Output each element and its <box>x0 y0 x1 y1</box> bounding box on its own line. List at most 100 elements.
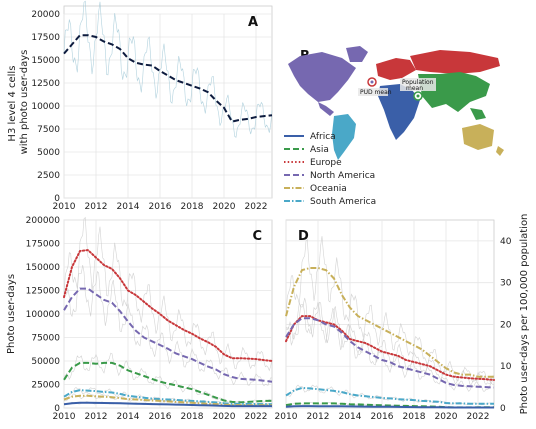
y-tick-label: 2500 <box>37 171 60 181</box>
x-tick-label: 2020 <box>435 412 458 422</box>
panel-a: 2010 2012 2014 2016 2018 2020 2022 0 2500 5000 750… <box>7 0 273 212</box>
map-europe <box>376 58 416 80</box>
x-tick-label: 2018 <box>403 412 426 422</box>
y-tick-label: 100000 <box>26 310 61 320</box>
panel-a-series <box>63 34 273 123</box>
panel-c-ylabel: Photo user-days <box>6 274 17 354</box>
y-tick-label: 30 <box>500 279 512 289</box>
map-russia <box>410 50 500 74</box>
panel-a-grid <box>63 13 272 199</box>
map-asia-islands <box>470 108 486 120</box>
series-line-oceania <box>285 267 494 378</box>
series-line-europe <box>63 249 273 362</box>
map-north-america <box>288 52 356 102</box>
y-tick-label: 5000 <box>37 148 60 158</box>
panel-d-ylabel: Photo user-days per 100,000 population <box>519 214 530 415</box>
panel-a-ylabel-line2: with photo user-days <box>19 50 30 155</box>
y-tick-label: 175000 <box>26 240 61 250</box>
legend-label-africa: Africa <box>310 132 336 142</box>
raw-trace-asia <box>63 352 273 404</box>
legend-label-north-america: North America <box>310 171 375 181</box>
panel-a-raw-trace <box>63 0 273 138</box>
raw-trace-south-america <box>285 384 494 406</box>
map-oceania <box>462 124 494 150</box>
panel-d-series <box>285 267 495 409</box>
y-tick-label: 20 <box>500 320 512 330</box>
map-south-america <box>332 114 356 160</box>
series-line-oceania <box>63 394 272 407</box>
y-tick-label: 10000 <box>31 102 60 112</box>
raw-trace-north-america <box>63 265 273 387</box>
panel-a-label: A <box>248 15 258 30</box>
pud-mean-label-bg <box>358 88 388 96</box>
panel-a-ylabel-line1: H3 level 4 cells <box>7 66 18 142</box>
y-tick-label: 10 <box>500 362 512 372</box>
panel-b-map: B PUD mean Population mean <box>288 46 504 160</box>
panel-c: 2010 2012 2014 2016 2018 2020 2022 0 25000 50000 7… <box>6 216 273 422</box>
x-tick-label: 2010 <box>53 202 76 212</box>
panel-a-ticks: 2010 2012 2014 2016 2018 2020 2022 0 2500 5000 750… <box>31 10 267 212</box>
panel-d-grid <box>285 220 494 409</box>
legend-label-asia: Asia <box>310 145 329 155</box>
x-tick-label: 2014 <box>117 202 140 212</box>
x-tick-label: 2020 <box>213 202 236 212</box>
legend: Africa Asia Europe North America Oceania Sout… <box>284 132 376 207</box>
series-line-europe <box>285 315 495 381</box>
panel-c-ticks: 2010 2012 2014 2016 2018 2020 2022 0 25000 50000 7… <box>26 216 268 422</box>
series-line-north-america <box>63 287 273 383</box>
panel-d-label: D <box>298 229 309 244</box>
panel-a-frame <box>63 5 273 199</box>
y-tick-label: 125000 <box>26 287 61 297</box>
pud-mean-label: PUD mean <box>360 89 392 96</box>
x-tick-label: 2022 <box>467 412 490 422</box>
panel-d-frame <box>285 219 495 409</box>
population-mean-label-line2: mean <box>406 85 423 92</box>
panel-c-grid <box>63 219 272 409</box>
population-mean-label-bg <box>400 78 436 91</box>
population-mean-dot <box>416 94 420 98</box>
map-greenland <box>346 46 368 62</box>
series-line-south-america <box>285 386 494 405</box>
y-tick-label: 40 <box>500 237 512 247</box>
raw-trace-europe <box>63 216 273 372</box>
series-line-south-america <box>63 389 273 406</box>
y-tick-label: 0 <box>500 404 506 414</box>
map-central-america <box>318 102 334 116</box>
x-tick-label: 2022 <box>245 412 268 422</box>
map-new-zealand <box>496 146 504 156</box>
legend-label-europe: Europe <box>310 158 342 168</box>
x-tick-label: 2012 <box>85 202 108 212</box>
y-tick-label: 200000 <box>26 216 61 226</box>
y-tick-label: 0 <box>54 194 60 204</box>
raw-trace-north-america <box>285 302 495 392</box>
x-tick-label: 2014 <box>339 412 362 422</box>
y-tick-label: 20000 <box>31 10 60 20</box>
population-mean-label-line1: Population <box>402 79 434 86</box>
series-line-total <box>63 34 273 123</box>
x-tick-label: 2012 <box>307 412 330 422</box>
y-tick-label: 25000 <box>31 381 60 391</box>
x-tick-label: 2018 <box>181 202 204 212</box>
x-tick-label: 2022 <box>245 202 268 212</box>
series-line-north-america <box>285 317 495 389</box>
series-line-africa <box>285 405 494 409</box>
x-tick-label: 2018 <box>181 412 204 422</box>
x-tick-label: 2016 <box>149 412 172 422</box>
y-tick-label: 50000 <box>31 357 60 367</box>
raw-trace-total <box>63 0 273 138</box>
x-tick-label: 2012 <box>85 412 108 422</box>
panel-d-raw-traces <box>285 236 495 408</box>
legend-label-oceania: Oceania <box>310 184 347 194</box>
x-tick-label: 2014 <box>117 412 140 422</box>
y-tick-label: 0 <box>54 404 60 414</box>
population-mean-label: Population mean <box>402 79 435 92</box>
x-tick-label: 2010 <box>275 412 298 422</box>
panel-d-ticks: 2010 2012 2014 2016 2018 2020 2022 0 10 20 30 40 <box>275 237 512 422</box>
y-tick-label: 7500 <box>37 125 60 135</box>
panel-a-ylabel: H3 level 4 cells with photo user-days <box>7 50 30 155</box>
series-line-africa <box>63 401 272 408</box>
y-tick-label: 12500 <box>31 79 60 89</box>
y-tick-label: 75000 <box>31 334 60 344</box>
